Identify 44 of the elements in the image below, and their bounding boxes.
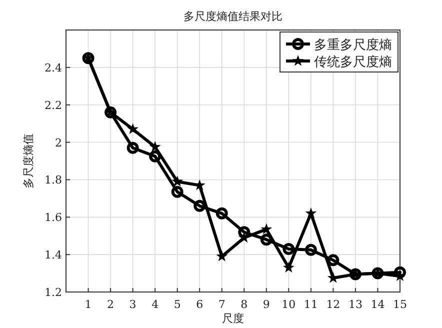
legend-label: 传统多尺度熵	[314, 54, 392, 70]
x-tick-label: 9	[262, 298, 270, 311]
x-tick-label: 10	[282, 298, 296, 311]
x-tick-label: 4	[152, 298, 159, 311]
point	[305, 207, 317, 218]
x-tick-label: 12	[326, 298, 340, 311]
y-tick-label: 1.8	[44, 174, 62, 187]
point	[282, 262, 294, 273]
point	[282, 242, 295, 255]
x-tick-label: 6	[196, 298, 204, 311]
x-tick-label: 5	[174, 298, 181, 311]
y-tick-label: 1.2	[44, 286, 62, 299]
x-tick-label: 3	[129, 298, 136, 311]
point	[394, 266, 406, 278]
y-axis-title: 多尺度熵值	[22, 134, 35, 188]
point	[149, 140, 161, 152]
y-tick-label: 2	[55, 136, 62, 150]
x-tick-label: 11	[304, 298, 318, 311]
x-tick-label: 8	[240, 298, 248, 311]
point	[216, 250, 228, 262]
point	[327, 254, 340, 266]
point	[260, 234, 272, 246]
legend-label: 多重多尺度熵	[314, 37, 392, 53]
y-tick-label: 1.4	[44, 248, 62, 262]
y-tick-label: 1.6	[44, 211, 62, 224]
point	[216, 207, 228, 220]
x-tick-label: 14	[370, 298, 385, 311]
point	[171, 186, 184, 198]
x-tick-label: 7	[218, 298, 226, 311]
y-tick-label: 2.4	[44, 61, 62, 74]
point	[194, 200, 206, 212]
point	[172, 176, 184, 186]
point	[304, 244, 317, 256]
chart-title: 多尺度熵值结果对比	[184, 10, 282, 23]
y-tick-label: 2.2	[44, 98, 62, 112]
x-tick-label: 13	[348, 298, 362, 311]
point	[149, 150, 162, 162]
x-tick-label: 1	[84, 298, 92, 311]
point	[260, 223, 272, 234]
point	[127, 123, 139, 134]
x-axis-title: 尺度	[222, 312, 244, 325]
x-tick-label: 2	[107, 298, 114, 311]
point	[126, 142, 139, 154]
x-tick-label: 15	[393, 298, 407, 311]
